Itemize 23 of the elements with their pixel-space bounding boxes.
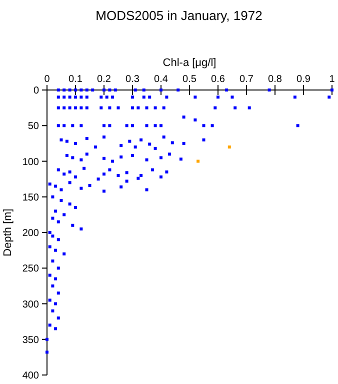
chart-title: MODS2005 in January, 1972 xyxy=(96,8,262,23)
x-tick-label: 0 xyxy=(44,74,50,85)
y-tick-label: 400 xyxy=(22,370,40,382)
x-tick-label: 0.2 xyxy=(97,74,112,85)
x-tick-label: 0.6 xyxy=(211,74,226,85)
y-axis-title: Depth [m] xyxy=(2,208,14,256)
y-tick-label: 200 xyxy=(22,228,40,239)
x-tick-label: 0.7 xyxy=(240,74,254,85)
x-axis-title: Chl-a [μg/l] xyxy=(162,57,216,69)
x-tick-label: 0.1 xyxy=(68,74,83,85)
y-tick-label: 150 xyxy=(22,192,40,204)
x-tick-label: 0.9 xyxy=(296,74,311,85)
y-tick-label: 350 xyxy=(22,334,40,346)
y-tick-label: 300 xyxy=(22,299,40,310)
x-tick-label: 0.8 xyxy=(268,74,282,85)
x-tick-label: 0.4 xyxy=(154,74,168,85)
y-tick-label: 0 xyxy=(33,86,40,96)
y-tick-label: 50 xyxy=(28,121,40,132)
y-tick-label: 100 xyxy=(22,156,40,168)
x-tick-label: 1 xyxy=(329,74,336,85)
y-tick-label: 250 xyxy=(22,264,40,275)
x-tick-label: 0.3 xyxy=(126,74,140,85)
x-tick-label: 0.5 xyxy=(182,74,197,85)
